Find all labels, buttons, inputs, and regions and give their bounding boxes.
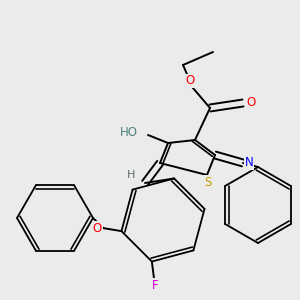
Text: N: N xyxy=(244,157,253,169)
Text: HO: HO xyxy=(120,125,138,139)
Text: F: F xyxy=(152,279,158,292)
Text: O: O xyxy=(185,74,195,88)
Text: O: O xyxy=(246,97,256,110)
Text: O: O xyxy=(93,222,102,235)
Text: S: S xyxy=(204,176,212,188)
Text: H: H xyxy=(127,170,135,180)
